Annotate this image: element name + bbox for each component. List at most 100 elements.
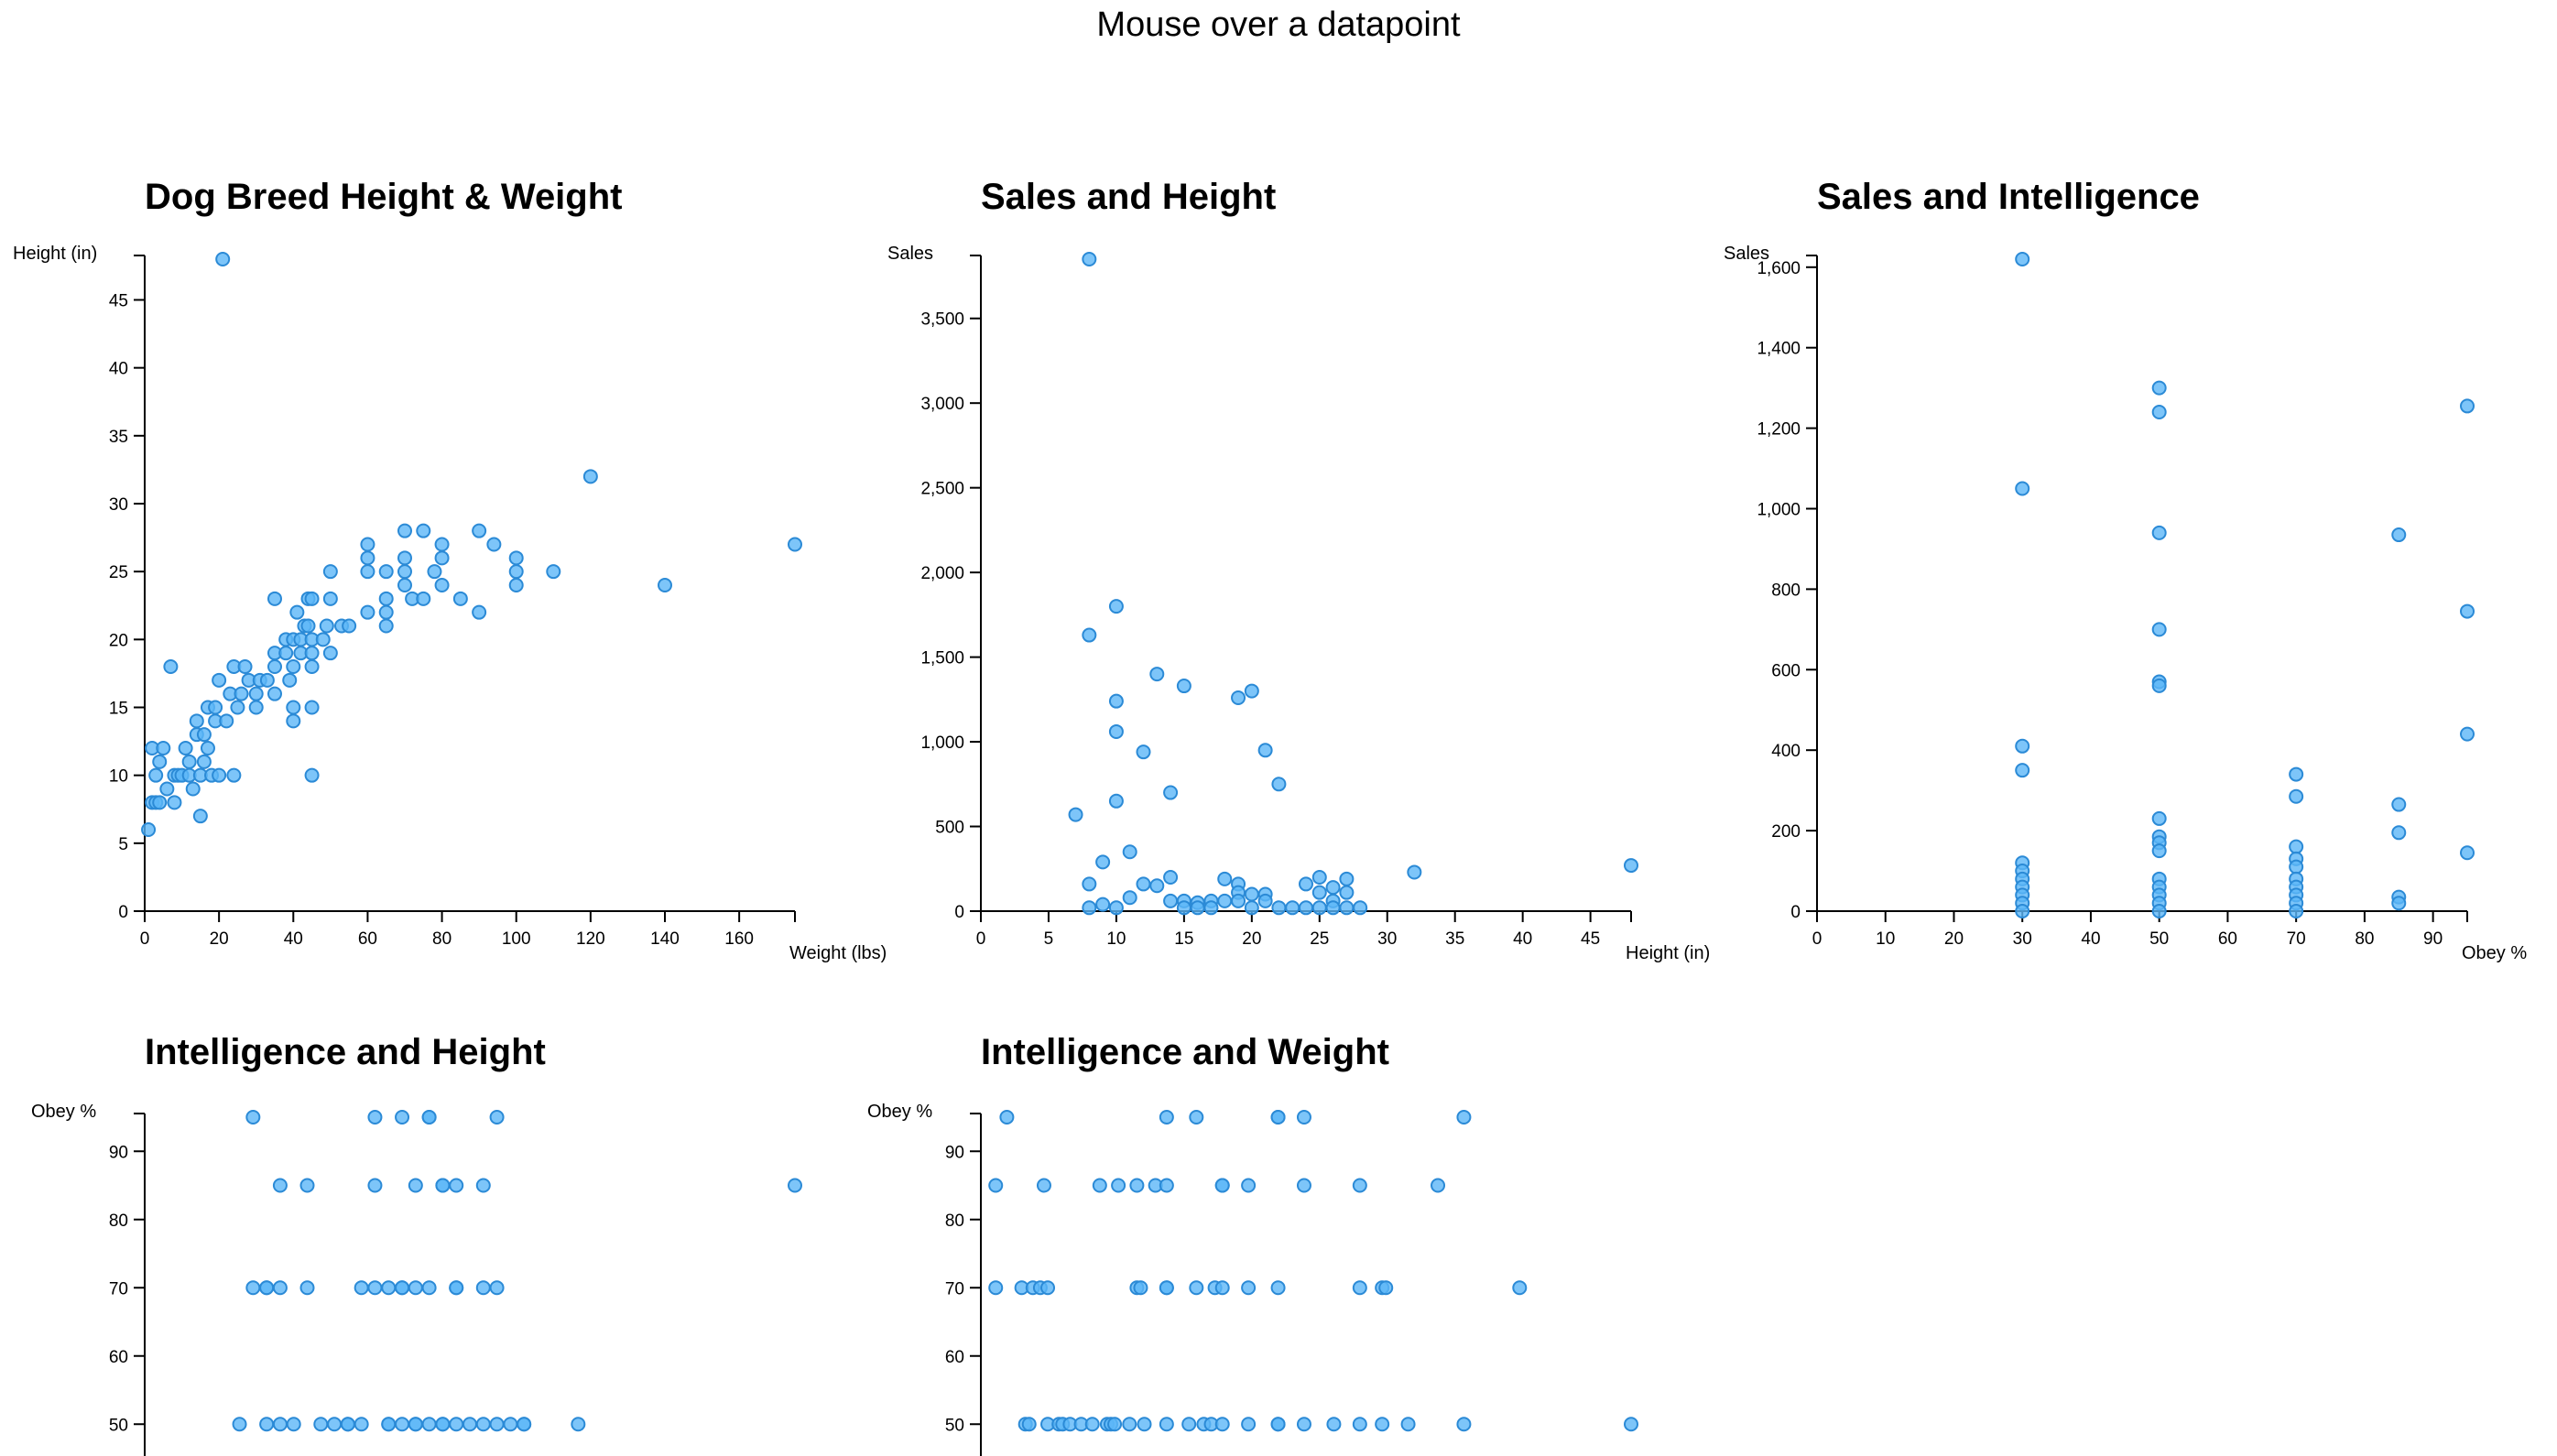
data-point[interactable] [1133, 1280, 1148, 1296]
data-point[interactable] [2289, 839, 2304, 854]
data-point[interactable] [304, 700, 320, 715]
data-point[interactable] [208, 700, 223, 715]
data-point[interactable] [304, 767, 320, 783]
data-point[interactable] [434, 537, 450, 552]
data-point[interactable] [2289, 859, 2304, 875]
data-point[interactable] [159, 781, 175, 797]
data-point[interactable] [1214, 1280, 1230, 1296]
data-point[interactable] [449, 1417, 464, 1432]
data-point[interactable] [1311, 870, 1327, 886]
data-point[interactable] [2460, 603, 2475, 619]
data-point[interactable] [1296, 1417, 1311, 1432]
data-point[interactable] [1108, 793, 1124, 809]
data-point[interactable] [259, 1417, 275, 1432]
data-point[interactable] [1456, 1110, 1472, 1125]
data-point[interactable] [2391, 825, 2407, 841]
data-point[interactable] [1217, 893, 1233, 908]
data-point[interactable] [2460, 845, 2475, 861]
data-point[interactable] [2289, 766, 2304, 782]
data-point[interactable] [219, 713, 234, 729]
data-point[interactable] [427, 564, 442, 580]
data-point[interactable] [286, 1417, 301, 1432]
data-point[interactable] [1163, 893, 1179, 908]
data-point[interactable] [181, 754, 197, 769]
data-point[interactable] [248, 700, 264, 715]
data-point[interactable] [1231, 690, 1246, 705]
data-point[interactable] [322, 591, 338, 606]
data-point[interactable] [788, 537, 802, 552]
data-point[interactable] [212, 672, 227, 688]
data-point[interactable] [1270, 1280, 1286, 1296]
data-point[interactable] [472, 523, 487, 538]
data-point[interactable] [360, 604, 375, 620]
data-point[interactable] [1299, 900, 1313, 916]
data-point[interactable] [178, 741, 193, 755]
data-point[interactable] [475, 1280, 491, 1296]
data-point[interactable] [196, 727, 212, 743]
data-point[interactable] [1326, 1417, 1342, 1432]
data-point[interactable] [1352, 1280, 1367, 1296]
data-point[interactable] [141, 822, 157, 837]
data-point[interactable] [378, 618, 394, 634]
data-point[interactable] [1136, 744, 1151, 760]
data-point[interactable] [230, 700, 245, 715]
data-point[interactable] [435, 1178, 451, 1193]
data-point[interactable] [1129, 1178, 1145, 1193]
data-point[interactable] [1352, 1417, 1367, 1432]
data-point[interactable] [322, 646, 338, 661]
data-point[interactable] [340, 1417, 355, 1432]
data-point[interactable] [462, 1417, 477, 1432]
data-point[interactable] [1624, 858, 1638, 874]
data-point[interactable] [2391, 797, 2407, 812]
data-point[interactable] [988, 1178, 1004, 1193]
data-point[interactable] [472, 604, 487, 620]
data-point[interactable] [397, 550, 412, 566]
data-point[interactable] [508, 564, 524, 580]
data-point[interactable] [259, 672, 275, 688]
data-point[interactable] [1214, 1178, 1230, 1193]
data-point[interactable] [1137, 1417, 1152, 1432]
data-point[interactable] [286, 700, 301, 715]
data-point[interactable] [2289, 788, 2304, 804]
data-point[interactable] [2151, 380, 2167, 396]
data-point[interactable] [999, 1110, 1015, 1125]
data-point[interactable] [395, 1280, 410, 1296]
data-point[interactable] [988, 1280, 1004, 1296]
data-point[interactable] [1149, 667, 1165, 682]
data-point[interactable] [435, 1417, 451, 1432]
data-point[interactable] [322, 564, 338, 580]
data-point[interactable] [489, 1280, 505, 1296]
data-point[interactable] [1111, 1178, 1126, 1193]
data-point[interactable] [1122, 1417, 1137, 1432]
data-point[interactable] [416, 591, 431, 606]
data-point[interactable] [1108, 693, 1124, 709]
data-point[interactable] [1299, 876, 1313, 892]
data-point[interactable] [517, 1417, 532, 1432]
data-point[interactable] [2391, 527, 2407, 543]
data-point[interactable] [1257, 743, 1273, 758]
data-point[interactable] [304, 591, 320, 606]
data-point[interactable] [1375, 1417, 1390, 1432]
data-point[interactable] [1082, 876, 1097, 892]
data-point[interactable] [1122, 844, 1137, 860]
data-point[interactable] [489, 1110, 505, 1125]
data-point[interactable] [2460, 726, 2475, 742]
data-point[interactable] [2015, 738, 2030, 754]
data-point[interactable] [571, 1417, 586, 1432]
data-point[interactable] [489, 1417, 505, 1432]
data-point[interactable] [237, 659, 253, 674]
data-point[interactable] [378, 591, 394, 606]
data-point[interactable] [185, 781, 201, 797]
data-point[interactable] [1214, 1417, 1230, 1432]
data-point[interactable] [1339, 900, 1355, 916]
data-point[interactable] [1068, 807, 1083, 822]
data-point[interactable] [582, 469, 598, 484]
data-point[interactable] [1181, 1417, 1197, 1432]
data-point[interactable] [234, 686, 249, 701]
data-point[interactable] [475, 1178, 491, 1193]
data-point[interactable] [2151, 810, 2167, 826]
data-point[interactable] [421, 1280, 437, 1296]
data-point[interactable] [397, 523, 412, 538]
data-point[interactable] [1159, 1178, 1174, 1193]
data-point[interactable] [212, 767, 227, 783]
